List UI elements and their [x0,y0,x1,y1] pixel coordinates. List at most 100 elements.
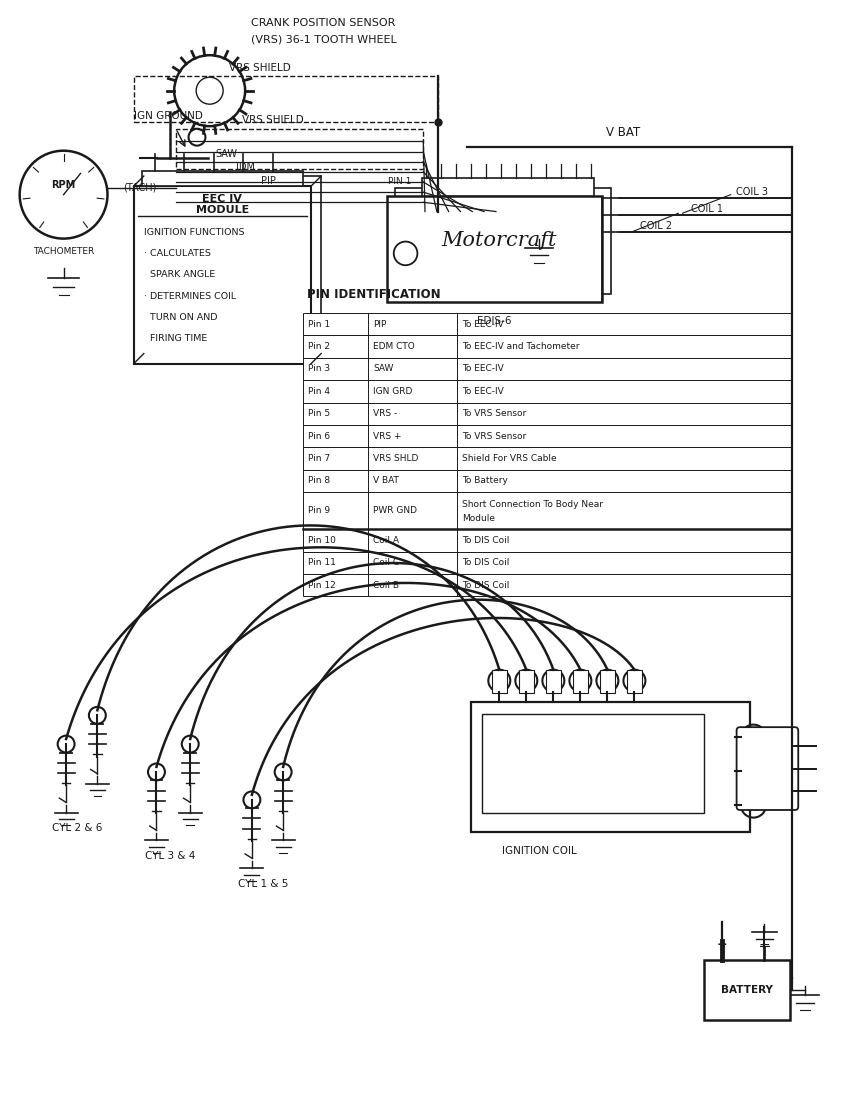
Text: Module: Module [462,514,496,524]
Bar [133,77,438,122]
FancyBboxPatch shape [737,727,798,810]
Bar [600,669,615,694]
Text: To DIS Coil: To DIS Coil [462,536,509,545]
Text: · CALCULATES: · CALCULATES [144,249,211,258]
Bar [482,715,704,813]
Text: CYL 3 & 4: CYL 3 & 4 [144,851,196,861]
Text: To DIS Coil: To DIS Coil [462,558,509,567]
Bar [704,960,790,1021]
Text: Pin 6: Pin 6 [308,431,330,440]
Text: (VRS) 36-1 TOOTH WHEEL: (VRS) 36-1 TOOTH WHEEL [251,34,397,44]
Text: Pin 11: Pin 11 [308,558,336,567]
Text: PIN 1: PIN 1 [388,177,411,186]
Bar [303,447,790,469]
Bar [303,529,790,552]
Bar [395,188,611,294]
Text: To DIS Coil: To DIS Coil [462,580,509,589]
Bar [573,669,588,694]
Text: PIP: PIP [373,319,387,329]
Text: RPM: RPM [52,179,76,189]
Text: IDM: IDM [236,161,256,171]
Text: IGN GRD: IGN GRD [373,387,413,396]
Text: Pin 10: Pin 10 [308,536,336,545]
Bar [546,669,561,694]
Bar [303,574,790,596]
Text: Motorcraft: Motorcraft [441,231,557,250]
Text: To EEC-IV and Tachometer: To EEC-IV and Tachometer [462,342,580,351]
Text: FIRING TIME: FIRING TIME [144,334,207,342]
Bar [133,186,311,364]
Bar [142,171,303,186]
Bar [626,669,642,694]
Text: Coil A: Coil A [373,536,399,545]
Text: Pin 12: Pin 12 [308,580,336,589]
Text: SPARK ANGLE: SPARK ANGLE [144,270,215,279]
Text: Shield For VRS Cable: Shield For VRS Cable [462,454,557,463]
Text: To VRS Sensor: To VRS Sensor [462,409,526,418]
Text: Coil B: Coil B [373,580,399,589]
Text: COIL 2: COIL 2 [640,221,672,231]
Text: Pin 9: Pin 9 [308,506,330,515]
Text: (TACH): (TACH) [122,182,156,192]
Text: V BAT: V BAT [606,127,641,139]
Bar [422,178,594,197]
Text: VRS SHIELD: VRS SHIELD [230,63,292,73]
Text: PIN IDENTIFICATION: PIN IDENTIFICATION [307,288,440,301]
Text: Pin 5: Pin 5 [308,409,330,418]
Text: EDIS-6: EDIS-6 [478,316,512,326]
Bar [518,669,534,694]
Text: Pin 3: Pin 3 [308,365,330,374]
Text: IGN GROUND: IGN GROUND [133,111,202,121]
Bar [472,702,750,832]
Text: To VRS Sensor: To VRS Sensor [462,431,526,440]
Text: VRS SHLD: VRS SHLD [373,454,419,463]
Bar [303,469,790,493]
Text: Pin 8: Pin 8 [308,476,330,486]
Text: V BAT: V BAT [373,476,399,486]
Text: Pin 1: Pin 1 [308,319,330,329]
Text: EEC IV: EEC IV [202,193,242,203]
Text: To EEC-IV: To EEC-IV [462,365,504,374]
Bar [303,312,790,336]
Text: SAW: SAW [373,365,394,374]
Text: +: + [717,937,728,951]
Text: SAW: SAW [216,149,237,159]
Bar [303,493,790,529]
Text: COIL 3: COIL 3 [736,187,768,197]
Text: IGNITION FUNCTIONS: IGNITION FUNCTIONS [144,228,244,237]
Text: TACHOMETER: TACHOMETER [33,247,94,256]
Text: EDM CTO: EDM CTO [373,342,416,351]
Text: CYL 2 & 6: CYL 2 & 6 [52,823,102,833]
Bar [387,197,603,302]
Bar [176,129,423,169]
Text: · DETERMINES COIL: · DETERMINES COIL [144,291,236,300]
Text: MODULE: MODULE [196,205,249,215]
Text: Coil C: Coil C [373,558,399,567]
Text: BATTERY: BATTERY [721,985,773,995]
Text: CYL 1 & 5: CYL 1 & 5 [238,878,288,888]
Text: To EEC-IV: To EEC-IV [462,319,504,329]
Text: PIP: PIP [261,176,276,186]
Bar [303,358,790,380]
Text: Short Connection To Body Near: Short Connection To Body Near [462,499,604,508]
Text: To EEC-IV: To EEC-IV [462,387,504,396]
Text: −: − [759,937,770,952]
Text: VRS -: VRS - [373,409,398,418]
Bar [144,176,321,354]
Text: To Battery: To Battery [462,476,508,486]
Bar [303,336,790,358]
Bar [303,552,790,574]
Bar [303,380,790,403]
Bar [303,425,790,447]
Text: TURN ON AND: TURN ON AND [144,312,218,321]
Text: VRS SHIELD: VRS SHIELD [242,116,304,126]
Text: Pin 7: Pin 7 [308,454,330,463]
Text: Pin 4: Pin 4 [308,387,330,396]
Bar [491,669,507,694]
Text: PWR GND: PWR GND [373,506,417,515]
Text: VRS +: VRS + [373,431,402,440]
Text: COIL 1: COIL 1 [691,203,723,214]
Text: CRANK POSITION SENSOR: CRANK POSITION SENSOR [252,18,396,28]
Text: Pin 2: Pin 2 [308,342,330,351]
Bar [303,403,790,425]
